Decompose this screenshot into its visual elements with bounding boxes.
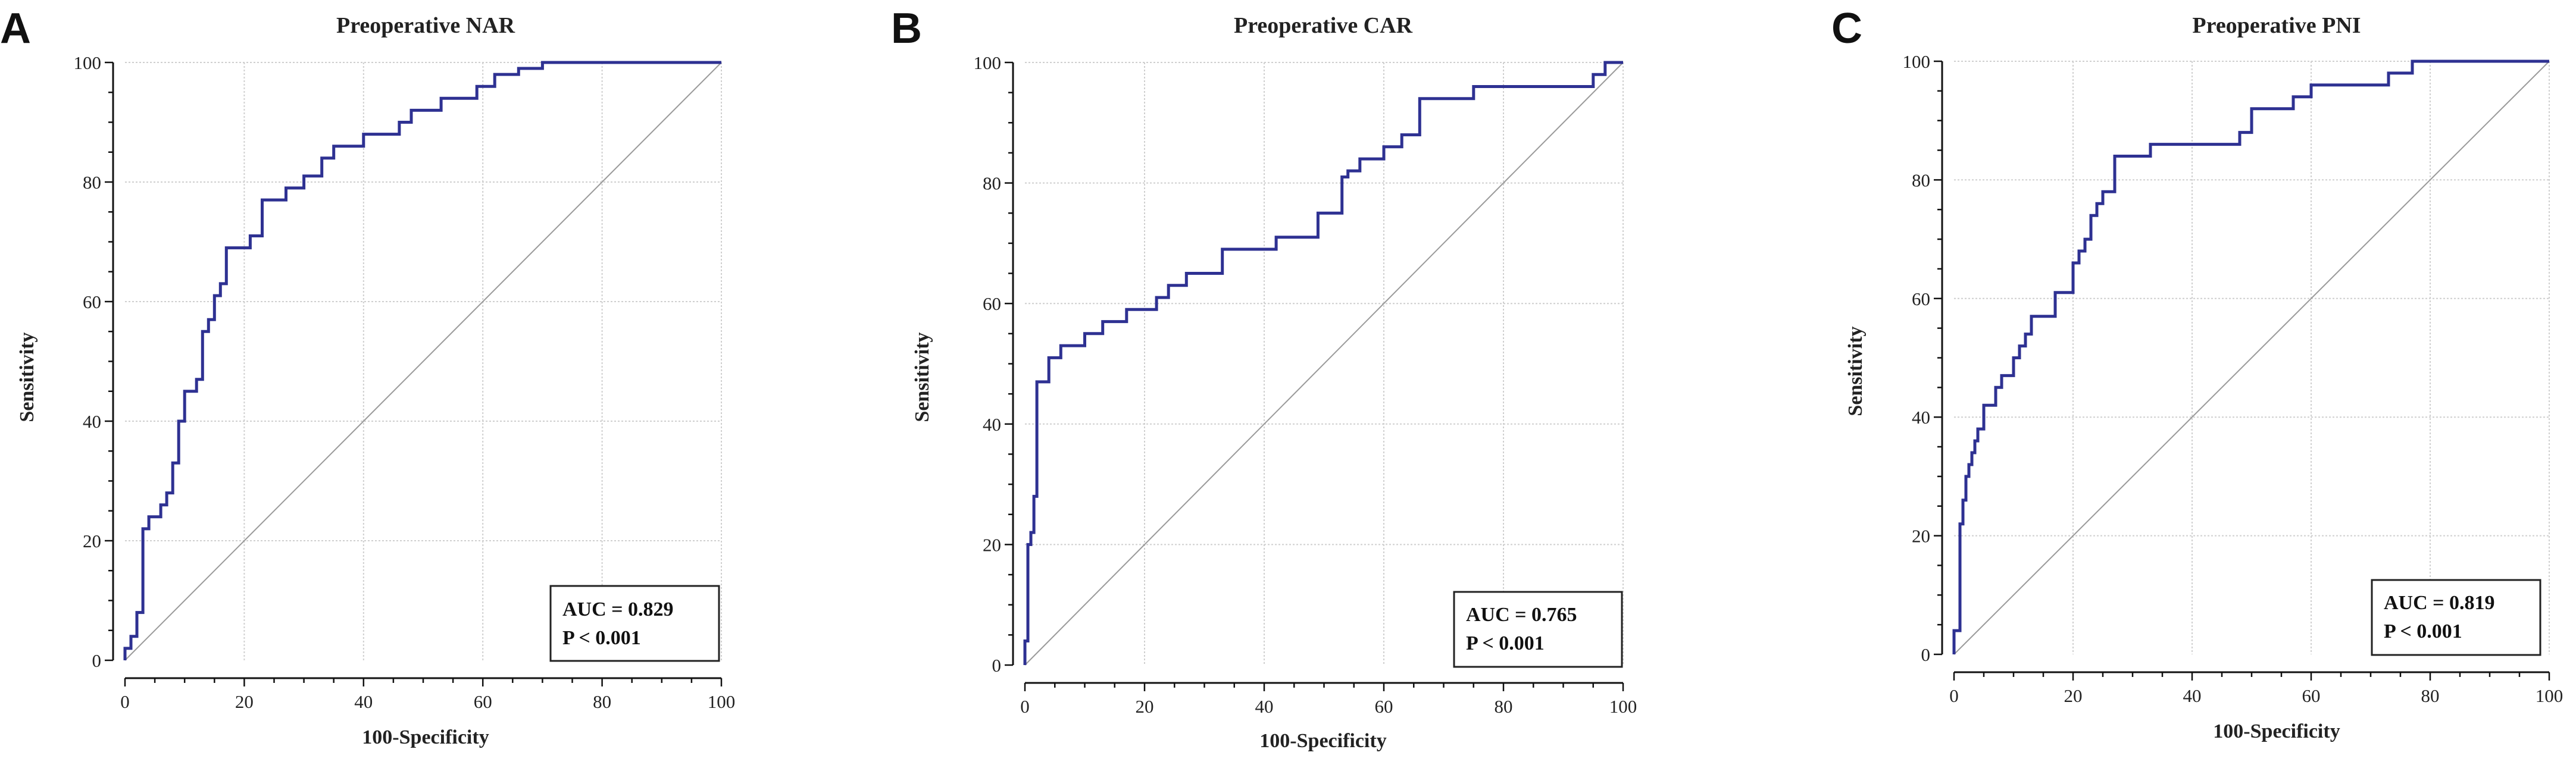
x-tick-label: 80 [1495, 696, 1513, 717]
auc-value: AUC = 0.829 [562, 598, 674, 620]
y-axis-label: Sensitivity [911, 332, 933, 422]
x-axis-label: 100-Specificity [1259, 730, 1386, 752]
plot-area: 0 20 40 60 80 100 0 20 40 60 80 100 [1903, 51, 2564, 706]
reference-line [124, 62, 722, 661]
x-tick-label: 20 [1136, 696, 1154, 717]
x-tick-label: 60 [474, 691, 492, 712]
y-tick-label: 20 [83, 531, 101, 551]
x-tick-label: 100 [1609, 696, 1637, 717]
y-tick-label: 0 [92, 650, 102, 671]
y-axis-label: Sensitivity [16, 332, 38, 422]
roc-curve [1023, 61, 1623, 665]
panel-c: C Preoperative PNI 100-Specificity Sensi… [1831, 5, 2563, 742]
roc-curve [123, 61, 721, 660]
x-axis-label: 100-Specificity [362, 726, 489, 748]
chart-title: Preoperative PNI [2192, 13, 2361, 38]
p-value: P < 0.001 [1466, 632, 1545, 654]
y-tick-label: 20 [1912, 526, 1930, 547]
p-value: P < 0.001 [562, 627, 641, 649]
plot-area: 0 20 40 60 80 100 0 20 40 60 80 100 [974, 52, 1637, 717]
auc-box [549, 585, 720, 662]
y-tick-label: 80 [1912, 170, 1930, 190]
plot-area: 0 20 40 60 80 100 0 20 40 60 80 100 [74, 52, 736, 712]
p-value: P < 0.001 [2384, 620, 2462, 642]
x-tick-label: 100 [708, 691, 736, 712]
y-tick-label: 40 [983, 414, 1001, 435]
x-tick-label: 40 [354, 691, 373, 712]
y-tick-label: 80 [983, 173, 1001, 194]
x-tick-label: 80 [2421, 685, 2440, 706]
panel-a: A Preoperative NAR 100-Specificity Sensi… [0, 5, 735, 748]
x-axis-label: 100-Specificity [2213, 720, 2340, 742]
panel-b: B Preoperative CAR 100-Specificity Sensi… [891, 5, 1637, 752]
x-tick-label: 0 [1020, 696, 1030, 717]
x-tick-label: 20 [235, 691, 254, 712]
y-tick-label: 100 [974, 52, 1002, 73]
panel-letter: A [0, 5, 31, 52]
auc-value: AUC = 0.765 [1466, 604, 1577, 626]
x-tick-label: 60 [2302, 685, 2321, 706]
y-tick-label: 60 [83, 291, 101, 312]
y-tick-label: 100 [74, 52, 102, 73]
y-tick-label: 60 [983, 293, 1001, 314]
roc-curve [1952, 59, 2549, 654]
panel-letter: B [891, 5, 922, 52]
x-tick-label: 40 [1255, 696, 1274, 717]
x-tick-label: 20 [2064, 685, 2083, 706]
x-tick-label: 80 [593, 691, 611, 712]
x-tick-label: 100 [2536, 685, 2564, 706]
auc-box [1453, 591, 1623, 668]
reference-line [1953, 61, 2550, 655]
y-axis-label: Sensitivity [1845, 326, 1867, 416]
y-tick-label: 40 [1912, 407, 1930, 428]
y-tick-label: 0 [992, 655, 1002, 676]
y-tick-label: 60 [1912, 289, 1930, 309]
panel-letter: C [1831, 5, 1862, 52]
x-tick-label: 0 [120, 691, 130, 712]
x-tick-label: 60 [1375, 696, 1393, 717]
y-tick-label: 0 [1921, 644, 1931, 665]
y-tick-label: 100 [1903, 51, 1931, 72]
y-tick-label: 80 [83, 172, 101, 193]
x-tick-label: 0 [1949, 685, 1959, 706]
auc-box [2371, 579, 2541, 656]
reference-line [1024, 62, 1624, 666]
chart-title: Preoperative CAR [1234, 13, 1413, 38]
auc-value: AUC = 0.819 [2384, 592, 2495, 614]
x-tick-label: 40 [2183, 685, 2202, 706]
y-tick-label: 20 [983, 534, 1001, 555]
y-tick-label: 40 [83, 411, 101, 432]
chart-title: Preoperative NAR [336, 13, 515, 38]
